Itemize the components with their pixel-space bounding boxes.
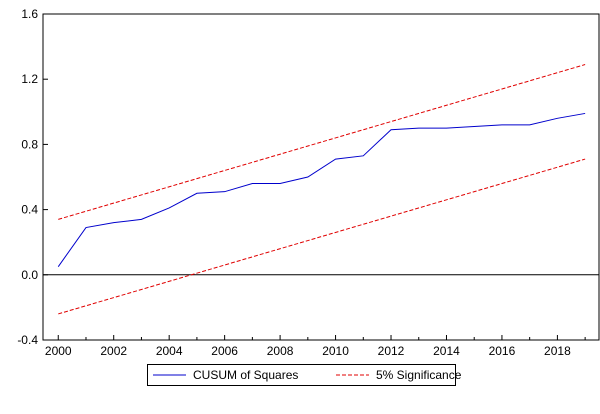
lower-significance-line — [58, 158, 586, 315]
cusum-line — [57, 112, 586, 267]
upper-significance-line — [58, 64, 586, 220]
x-tick-label: 2000 — [45, 344, 72, 358]
y-tick-label: 1.6 — [21, 7, 38, 21]
x-tick-label: 2018 — [544, 344, 571, 358]
x-tick-label: 2008 — [267, 344, 294, 358]
legend-cusum-label: CUSUM of Squares — [193, 368, 298, 382]
x-tick-label: 2010 — [322, 344, 349, 358]
legend-box — [147, 364, 456, 386]
plot-frame — [42, 13, 600, 341]
y-tick-label: 0.8 — [21, 137, 38, 151]
legend-significance-label: 5% Significance — [376, 368, 462, 382]
y-tick-label: -0.4 — [17, 333, 38, 347]
x-tick-label: 2002 — [100, 344, 127, 358]
y-tick-label: 0.4 — [21, 203, 38, 217]
x-tick-label: 2016 — [489, 344, 516, 358]
y-tick-label: 0.0 — [21, 268, 38, 282]
x-tick-label: 2004 — [156, 344, 183, 358]
x-tick-label: 2014 — [433, 344, 460, 358]
x-tick-label: 2012 — [378, 344, 405, 358]
y-tick-label: 1.2 — [21, 72, 38, 86]
x-tick-label: 2006 — [211, 344, 238, 358]
